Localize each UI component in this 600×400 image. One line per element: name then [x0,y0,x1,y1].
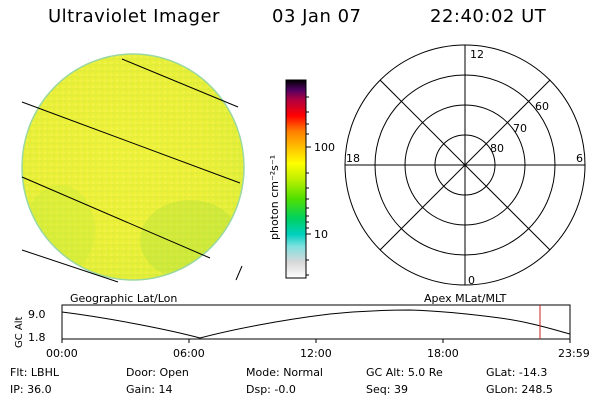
timeline-y-min: 1.8 [28,331,46,344]
status-gain: Gain: 14 [126,383,173,396]
time-tick-3: 18:00 [427,347,459,360]
time-tick-0: 00:00 [46,347,78,360]
colorbar-tick-10: 10 [314,228,328,241]
timeline-right-label: Apex MLat/MLT [424,292,507,305]
status-gc-alt: GC Alt: 5.0 Re [366,366,443,379]
date-label: 03 Jan 07 [272,6,362,27]
polar-lat-80: 80 [490,142,504,155]
timeline-y-label: GC Alt [14,316,25,348]
time-label: 22:40:02 UT [430,6,547,27]
status-filter: Flt: LBHL [10,366,59,379]
polar-label-0: 0 [468,274,475,287]
polar-label-12: 12 [470,48,484,61]
time-tick-1: 06:00 [173,347,205,360]
instrument-title: Ultraviolet Imager [48,6,220,27]
status-dsp: Dsp: -0.0 [246,383,296,396]
time-tick-2: 12:00 [300,347,332,360]
timeline-y-max: 9.0 [28,308,46,321]
status-glat: GLat: -14.3 [486,366,548,379]
polar-label-18: 18 [346,152,360,165]
status-glon: GLon: 248.5 [486,383,553,396]
polar-label-6: 6 [576,152,583,165]
colorbar-tick-100: 100 [314,141,335,154]
status-seq: Seq: 39 [366,383,408,396]
status-mode: Mode: Normal [246,366,323,379]
timeline-left-label: Geographic Lat/Lon [70,292,178,305]
altitude-curve [61,309,571,339]
status-door: Door: Open [126,366,189,379]
polar-lat-70: 70 [513,122,527,135]
time-tick-4: 23:59 [558,347,590,360]
polar-lat-60: 60 [535,100,549,113]
status-ip: IP: 36.0 [10,383,52,396]
colorbar-unit-label: photon cm⁻²s⁻¹ [268,155,281,240]
latitude-lines [21,58,243,283]
